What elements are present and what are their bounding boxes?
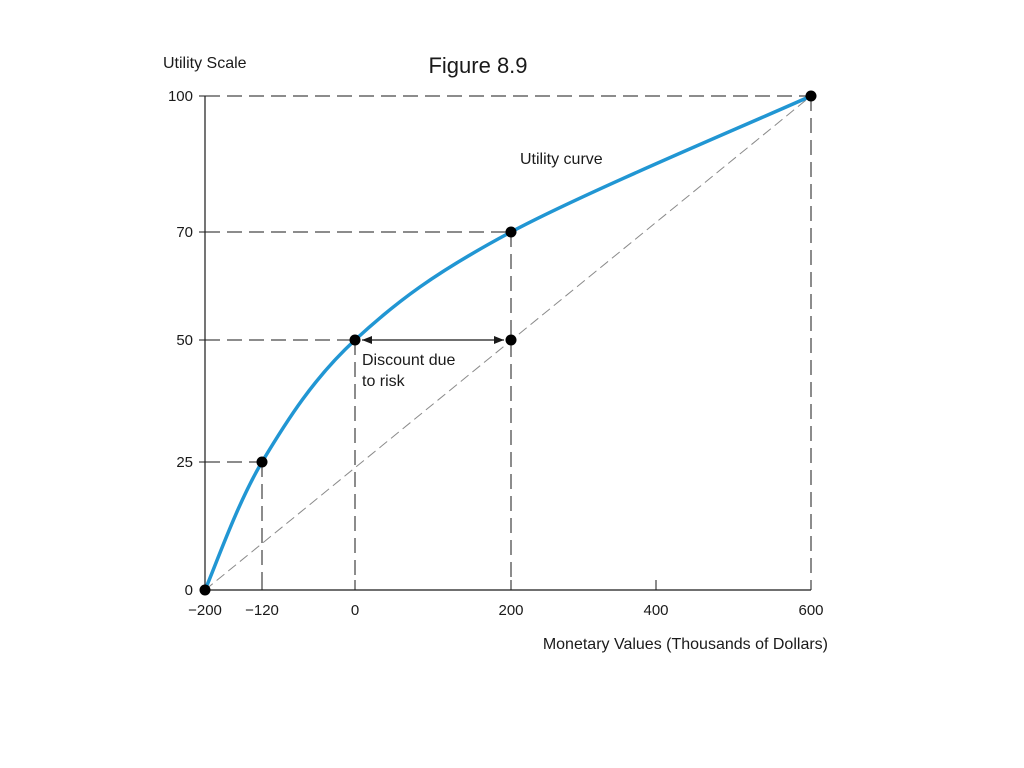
x-axis-label: Monetary Values (Thousands of Dollars): [543, 636, 828, 653]
x-tick-label: −200: [188, 602, 222, 619]
x-tick-label: 200: [498, 602, 523, 619]
arrowhead-right: [494, 336, 504, 344]
plot-area: 0 25 50 70 100 −200 −120 0 200 400 600 Utility curv…: [168, 88, 824, 619]
x-tick-label: 600: [798, 602, 823, 619]
utility-curve: [203, 94, 813, 592]
y-tick-label: 0: [185, 582, 193, 599]
x-tick-label: 0: [351, 602, 359, 619]
data-point: [349, 334, 361, 346]
data-point: [199, 584, 211, 596]
x-tick-label: −120: [245, 602, 279, 619]
data-point: [256, 456, 268, 468]
y-tick-label: 25: [176, 454, 193, 471]
y-tick-label: 100: [168, 88, 193, 105]
chart-title: Figure 8.9: [428, 53, 527, 78]
utility-curve-label: Utility curve: [520, 151, 603, 168]
risk-neutral-point: [505, 334, 517, 346]
data-point: [805, 90, 817, 102]
discount-label: to risk: [362, 373, 406, 390]
y-axis-label: Utility Scale: [163, 55, 247, 72]
y-tick-label: 70: [176, 224, 193, 241]
y-tick-label: 50: [176, 332, 193, 349]
data-point: [505, 226, 517, 238]
arrowhead-left: [362, 336, 372, 344]
x-tick-label: 400: [643, 602, 668, 619]
discount-label: Discount due: [362, 352, 455, 369]
